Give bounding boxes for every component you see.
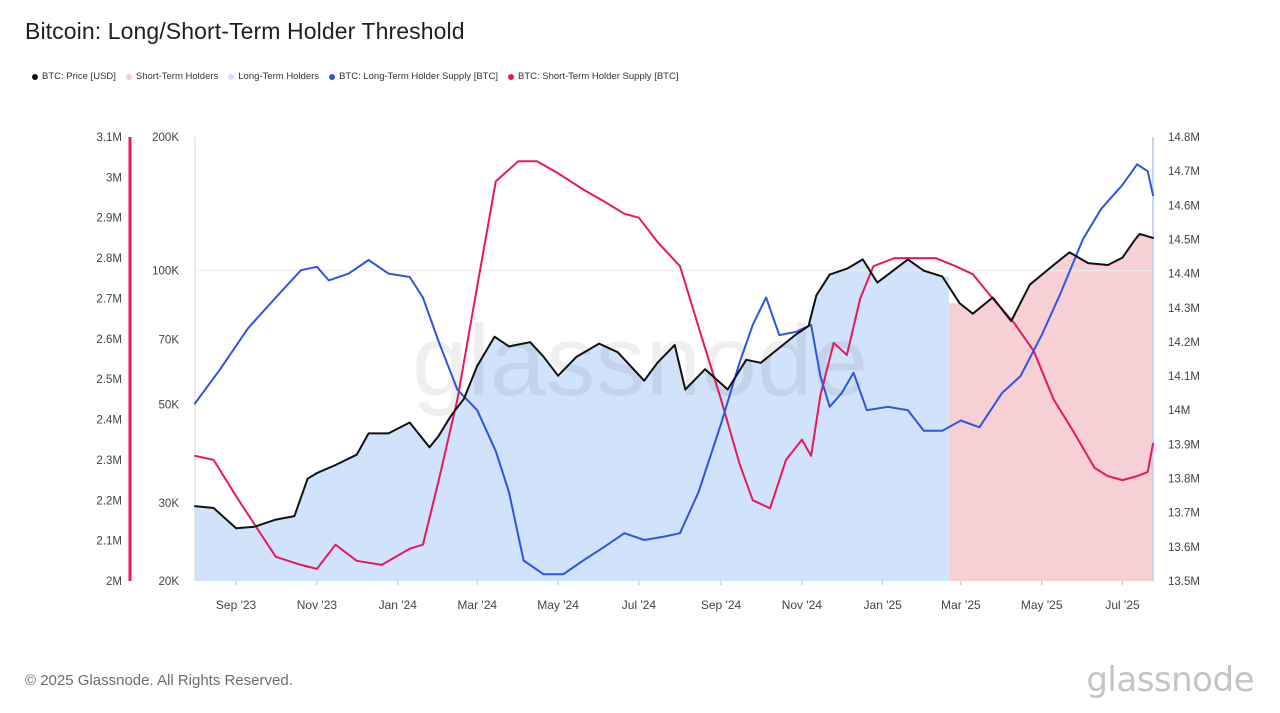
series-line-sth-supply	[194, 160, 1154, 570]
series-line-lth-supply	[194, 163, 1154, 576]
sth-axis-tick-label: 3M	[106, 172, 122, 184]
lth-axis-tick-label: 14.7M	[1168, 166, 1200, 178]
chart-title: Bitcoin: Long/Short-Term Holder Threshol…	[25, 18, 465, 44]
legend-item-sth-regime[interactable]: Short-Term Holders	[125, 71, 219, 82]
series-line-price	[194, 232, 1154, 530]
x-axis-tick-label: Nov '24	[782, 598, 823, 612]
sth-axis-tick-label: 2.4M	[96, 415, 122, 427]
legend-label: BTC: Price [USD]	[42, 71, 116, 82]
x-axis-tick-label: Sep '24	[701, 598, 742, 612]
legend-label: Long-Term Holders	[238, 71, 320, 82]
legend-dot-icon	[507, 73, 514, 80]
sth-axis-tick-label: 2.7M	[96, 293, 122, 305]
watermark: glassnode	[412, 305, 868, 417]
lth-axis-tick-label: 13.7M	[1168, 508, 1200, 520]
legend: BTC: Price [USD] Short-Term Holders Long…	[32, 71, 688, 82]
sth-axis-tick-label: 3.1M	[96, 132, 122, 144]
price-axis-tick-label: 70K	[159, 334, 180, 346]
lth-axis-tick-label: 14M	[1168, 405, 1190, 417]
price-axis-tick-label: 50K	[159, 399, 180, 411]
sth-axis-tick-label: 2.2M	[96, 495, 122, 507]
sth-axis-tick-label: 2.9M	[96, 213, 122, 225]
sth-axis-tick-label: 2.1M	[96, 536, 122, 548]
lth-axis-tick-label: 14.3M	[1168, 303, 1200, 315]
lth-axis-tick-label: 14.6M	[1168, 200, 1200, 212]
lth-axis-tick-label: 14.8M	[1168, 132, 1200, 144]
legend-dot-icon	[32, 73, 38, 80]
x-axis-tick-label: May '24	[537, 598, 579, 612]
regime-area-0	[195, 259, 949, 581]
lth-axis-tick-label: 14.5M	[1168, 234, 1200, 246]
legend-label: BTC: Long-Term Holder Supply [BTC]	[339, 71, 498, 82]
copyright: © 2025 Glassnode. All Rights Reserved.	[25, 672, 293, 689]
brand-logo: glassnode	[1086, 660, 1254, 700]
price-axis-tick-label: 20K	[159, 576, 180, 588]
legend-item-sth-supply[interactable]: BTC: Short-Term Holder Supply [BTC]	[507, 71, 679, 82]
lth-axis-tick-label: 14.2M	[1168, 337, 1200, 349]
x-axis-tick-label: Jan '24	[379, 598, 418, 612]
x-axis-tick-label: Jul '25	[1105, 598, 1140, 612]
legend-item-price[interactable]: BTC: Price [USD]	[32, 71, 116, 82]
legend-label: Short-Term Holders	[135, 71, 219, 82]
legend-dot-icon	[125, 73, 132, 80]
legend-item-lth-supply[interactable]: BTC: Long-Term Holder Supply [BTC]	[329, 71, 498, 82]
legend-dot-icon	[228, 73, 235, 80]
legend-dot-icon	[329, 73, 336, 80]
lth-axis-tick-label: 13.8M	[1168, 474, 1200, 486]
regime-area-1	[948, 233, 1153, 581]
x-axis-tick-label: Nov '23	[297, 598, 338, 612]
price-axis-tick-label: 100K	[152, 266, 179, 278]
x-axis-tick-label: Jan '25	[864, 598, 903, 612]
sth-axis-tick-label: 2M	[106, 576, 122, 588]
lth-axis-tick-label: 14.1M	[1168, 371, 1200, 383]
price-axis-tick-label: 30K	[159, 498, 180, 510]
legend-label: BTC: Short-Term Holder Supply [BTC]	[517, 71, 679, 82]
x-axis-tick-label: Mar '25	[941, 598, 981, 612]
sth-axis-tick-label: 2.5M	[96, 374, 122, 386]
price-axis-tick-label: 200K	[152, 132, 179, 144]
lth-axis-tick-label: 13.9M	[1168, 439, 1200, 451]
lth-axis-tick-label: 14.4M	[1168, 269, 1200, 281]
legend-item-lth-regime[interactable]: Long-Term Holders	[228, 71, 319, 82]
lth-axis-tick-label: 13.6M	[1168, 542, 1200, 554]
sth-axis-tick-label: 2.3M	[96, 455, 122, 467]
sth-axis-tick-label: 2.8M	[96, 253, 122, 265]
x-axis-tick-label: May '25	[1021, 598, 1063, 612]
x-axis-tick-label: Sep '23	[216, 598, 257, 612]
x-axis-tick-label: Mar '24	[457, 598, 497, 612]
lth-axis-tick-label: 13.5M	[1168, 576, 1200, 588]
sth-axis-tick-label: 2.6M	[96, 334, 122, 346]
x-axis-tick-label: Jul '24	[622, 598, 657, 612]
